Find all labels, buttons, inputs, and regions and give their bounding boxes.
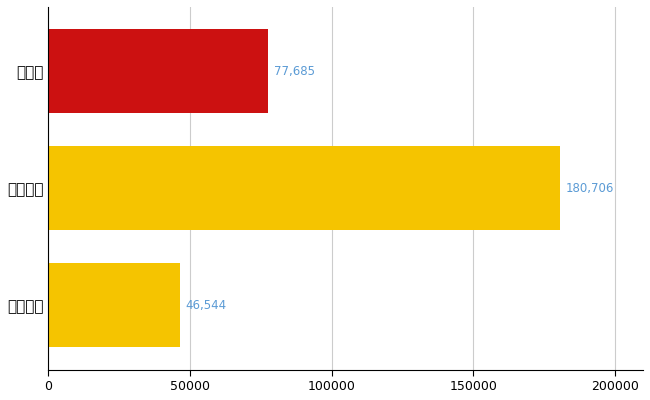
Text: 180,706: 180,706 xyxy=(566,182,614,195)
Bar xyxy=(48,263,180,348)
Text: 77,685: 77,685 xyxy=(274,65,315,78)
Bar xyxy=(48,146,560,230)
Bar xyxy=(48,29,268,114)
Text: 46,544: 46,544 xyxy=(186,299,227,312)
